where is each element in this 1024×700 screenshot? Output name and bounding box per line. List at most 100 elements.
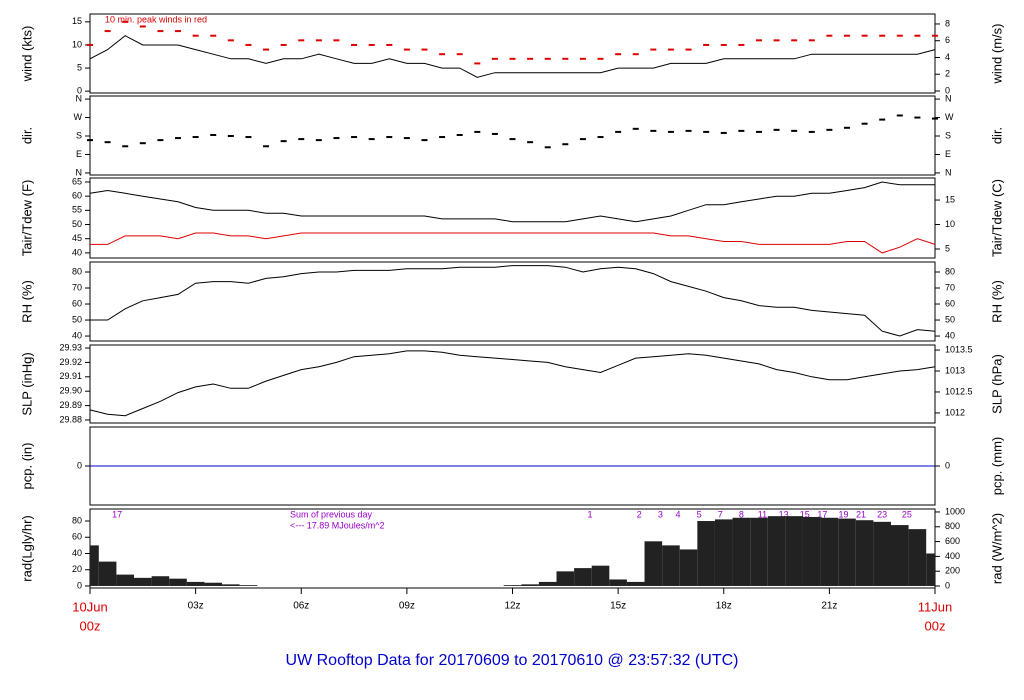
y2-axis-title: Tair/Tdew (C) (989, 179, 1004, 257)
sun-mark: 19 (838, 509, 848, 519)
series-line (89, 35, 936, 78)
bar (802, 516, 821, 586)
sun-mark: 13 (779, 509, 789, 519)
y2-tick-label: 1013 (945, 365, 965, 375)
y-axis-title: wind (kts) (19, 26, 34, 83)
y-tick-label: 65 (72, 176, 82, 186)
series-line (90, 232, 936, 254)
y-tick-label: 0 (77, 86, 82, 96)
y2-axis-title: wind (m/s) (989, 24, 1004, 85)
y2-tick-label: 0 (945, 580, 950, 590)
y-tick-label: 80 (72, 266, 82, 276)
y2-tick-label: 0 (945, 85, 950, 95)
bar (204, 582, 223, 586)
y2-tick-label: 80 (945, 266, 955, 276)
sun-mark: 5 (697, 509, 702, 519)
x-tick-label: 09z (399, 601, 415, 612)
bar (820, 517, 839, 586)
y2-tick-label: 60 (945, 298, 955, 308)
y-axis-title: pcp. (in) (19, 443, 34, 490)
bar (855, 520, 874, 586)
series-line (89, 181, 935, 223)
bar (538, 581, 557, 586)
y-tick-label: 29.93 (59, 342, 82, 352)
bar (521, 584, 539, 586)
y-tick-label: 55 (72, 205, 82, 215)
bar (90, 545, 99, 586)
y2-tick-label: 70 (945, 282, 955, 292)
bar (662, 545, 680, 586)
bar (222, 584, 240, 586)
y2-tick-label: 1013.5 (945, 344, 973, 354)
bar (838, 518, 856, 586)
x-tick-label: 06z (293, 601, 309, 612)
bar (890, 525, 909, 586)
y2-tick-label: 0 (945, 460, 950, 470)
y-tick-label: 40 (72, 330, 82, 340)
date-label: 10Jun (72, 599, 107, 614)
series-line (89, 350, 936, 417)
y-tick-label: 20 (72, 564, 82, 574)
y2-axis-title: rad (W/m^2) (989, 513, 1004, 584)
sun-mark: 17 (817, 509, 827, 519)
annotation: 10 min. peak winds in red (105, 14, 207, 24)
y-tick-label: N (76, 167, 83, 177)
bar (591, 565, 610, 586)
sun-mark: 15 (800, 509, 810, 519)
sun-mark: 7 (718, 509, 723, 519)
y-tick-label: 40 (72, 247, 82, 257)
date-label: 11Jun (918, 599, 952, 614)
bar (679, 549, 698, 586)
y-tick-label: 60 (72, 532, 82, 542)
bar (169, 578, 187, 586)
bar (644, 541, 663, 586)
y-tick-label: 45 (72, 233, 82, 243)
y-axis-title: SLP (inHg) (19, 352, 34, 415)
x-tick-label: 12z (504, 601, 520, 612)
sun-mark: 21 (856, 509, 866, 519)
bar (574, 568, 592, 586)
sun-mark: 2 (637, 509, 642, 519)
y-tick-label: 50 (72, 219, 82, 229)
y-axis-title: dir. (19, 127, 34, 144)
bar (697, 521, 715, 586)
annotation: Sum of previous day (290, 509, 373, 519)
y-tick-label: 5 (77, 62, 82, 72)
y-tick-label: S (76, 130, 82, 140)
y2-axis-title: SLP (hPa) (989, 354, 1004, 414)
y-tick-label: 0 (77, 460, 82, 470)
series-line (90, 265, 936, 337)
bar (609, 579, 627, 586)
panel-frame (89, 344, 936, 424)
bar (151, 576, 170, 586)
bar (767, 516, 786, 586)
y-tick-label: 0 (77, 580, 82, 590)
y-tick-label: N (76, 93, 83, 103)
y2-tick-label: 1012 (945, 407, 965, 417)
y2-tick-label: 50 (945, 314, 955, 324)
sun-mark: 17 (112, 509, 122, 519)
bar (785, 516, 803, 586)
y2-tick-label: 15 (945, 194, 955, 204)
panel-frame (89, 13, 936, 94)
y2-tick-label: W (945, 112, 954, 122)
y2-tick-label: 40 (945, 330, 955, 340)
bar (556, 571, 575, 586)
x-tick-label: 03z (188, 601, 204, 612)
y2-tick-label: 4 (945, 52, 950, 62)
y2-tick-label: 600 (945, 536, 960, 546)
y2-axis-title: RH (%) (989, 280, 1004, 323)
panel-frame (89, 95, 936, 176)
sun-mark: 8 (739, 509, 744, 519)
bar (98, 561, 117, 586)
y-tick-label: E (76, 149, 82, 159)
bar (626, 581, 645, 586)
bar (116, 574, 135, 586)
y-tick-label: 29.88 (59, 414, 82, 424)
y-tick-label: 60 (72, 298, 82, 308)
y2-tick-label: 2 (945, 69, 950, 79)
bar (186, 581, 205, 586)
bar (732, 517, 751, 586)
y2-tick-label: 400 (945, 551, 960, 561)
